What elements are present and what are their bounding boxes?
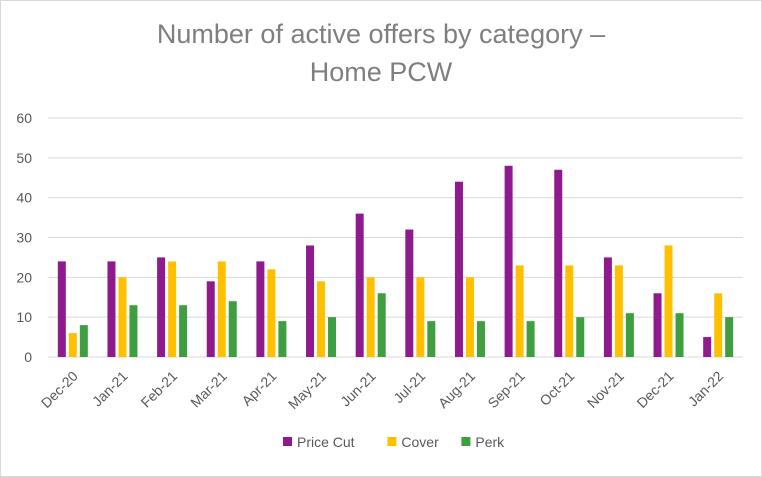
bar-price-cut	[603, 257, 612, 357]
legend-swatch	[387, 437, 397, 446]
bar-cover	[515, 265, 524, 357]
x-tick-label: Jun-21	[337, 368, 379, 410]
x-tick-label: Feb-21	[138, 368, 181, 411]
x-tick-label: Jan-21	[89, 368, 131, 410]
bar-perk	[377, 293, 386, 357]
bar-cover	[664, 245, 673, 357]
bar-perk	[725, 317, 734, 357]
bar-price-cut	[405, 229, 414, 357]
legend-label: Cover	[401, 434, 439, 450]
bar-price-cut	[703, 337, 712, 357]
bar-price-cut	[653, 293, 662, 357]
x-tick-label: Apr-21	[238, 368, 279, 409]
x-axis: Dec-20 Jan-21 Feb-21 Mar-21 Apr-21 May-21 Jun-…	[38, 368, 727, 412]
x-tick-label: Dec-20	[38, 368, 81, 411]
x-tick-label: Sep-21	[484, 368, 527, 411]
bar-perk	[675, 313, 684, 357]
bar-price-cut	[554, 169, 563, 357]
x-tick-label: Nov-21	[584, 368, 627, 411]
bar-price-cut	[57, 261, 66, 357]
bar-price-cut	[355, 213, 364, 357]
bar-perk	[526, 321, 535, 357]
bars	[57, 165, 734, 357]
legend-swatch	[461, 437, 471, 446]
bar-cover	[565, 265, 574, 357]
bar-perk	[625, 313, 634, 357]
y-axis: 0 10 20 30 40 50 60	[16, 110, 32, 365]
legend: Price Cut Cover Perk	[283, 434, 505, 450]
chart-title-line-2: Home PCW	[309, 57, 453, 87]
y-tick-label: 10	[16, 309, 32, 325]
bar-price-cut	[157, 257, 166, 357]
y-tick-label: 50	[16, 150, 32, 166]
bar-cover	[118, 277, 127, 357]
bar-price-cut	[306, 245, 315, 357]
legend-swatch	[283, 437, 292, 446]
y-tick-label: 0	[24, 349, 32, 365]
bar-perk	[179, 305, 188, 357]
y-tick-label: 20	[16, 269, 32, 285]
y-tick-label: 40	[16, 190, 32, 206]
gridlines	[48, 117, 743, 358]
legend-label: Perk	[475, 434, 505, 450]
bar-cover	[68, 333, 77, 357]
bar-perk	[427, 321, 436, 357]
bar-perk	[129, 305, 138, 357]
bar-price-cut	[504, 165, 513, 357]
bar-perk	[576, 317, 585, 357]
bar-cover	[614, 265, 623, 357]
bar-price-cut	[206, 281, 215, 357]
bar-price-cut	[256, 261, 265, 357]
bar-perk	[228, 301, 237, 357]
chart-title-line-1: Number of active offers by category –	[156, 19, 606, 49]
x-tick-label: Dec-21	[633, 368, 676, 411]
bar-cover	[465, 277, 474, 357]
bar-cover	[168, 261, 177, 357]
bar-cover	[217, 261, 226, 357]
x-tick-label: Jan-22	[685, 368, 727, 410]
bar-cover	[317, 281, 326, 357]
y-tick-label: 60	[16, 110, 32, 126]
bar-perk	[328, 317, 337, 357]
x-tick-label: Oct-21	[536, 368, 577, 409]
bar-cover	[714, 293, 723, 357]
bar-price-cut	[454, 181, 463, 357]
bar-cover	[366, 277, 375, 357]
y-tick-label: 30	[16, 230, 32, 246]
x-tick-label: May-21	[285, 368, 329, 412]
bar-cover	[267, 269, 276, 357]
bar-perk	[476, 321, 485, 357]
x-tick-label: Jul-21	[390, 368, 428, 406]
bar-cover	[416, 277, 425, 357]
bar-perk	[79, 325, 88, 357]
bar-price-cut	[107, 261, 116, 357]
x-tick-label: Mar-21	[187, 368, 230, 411]
x-tick-label: Aug-21	[435, 368, 478, 411]
chart-title: Number of active offers by category – Ho…	[1, 15, 761, 91]
bar-perk	[278, 321, 287, 357]
legend-label: Price Cut	[297, 434, 355, 450]
